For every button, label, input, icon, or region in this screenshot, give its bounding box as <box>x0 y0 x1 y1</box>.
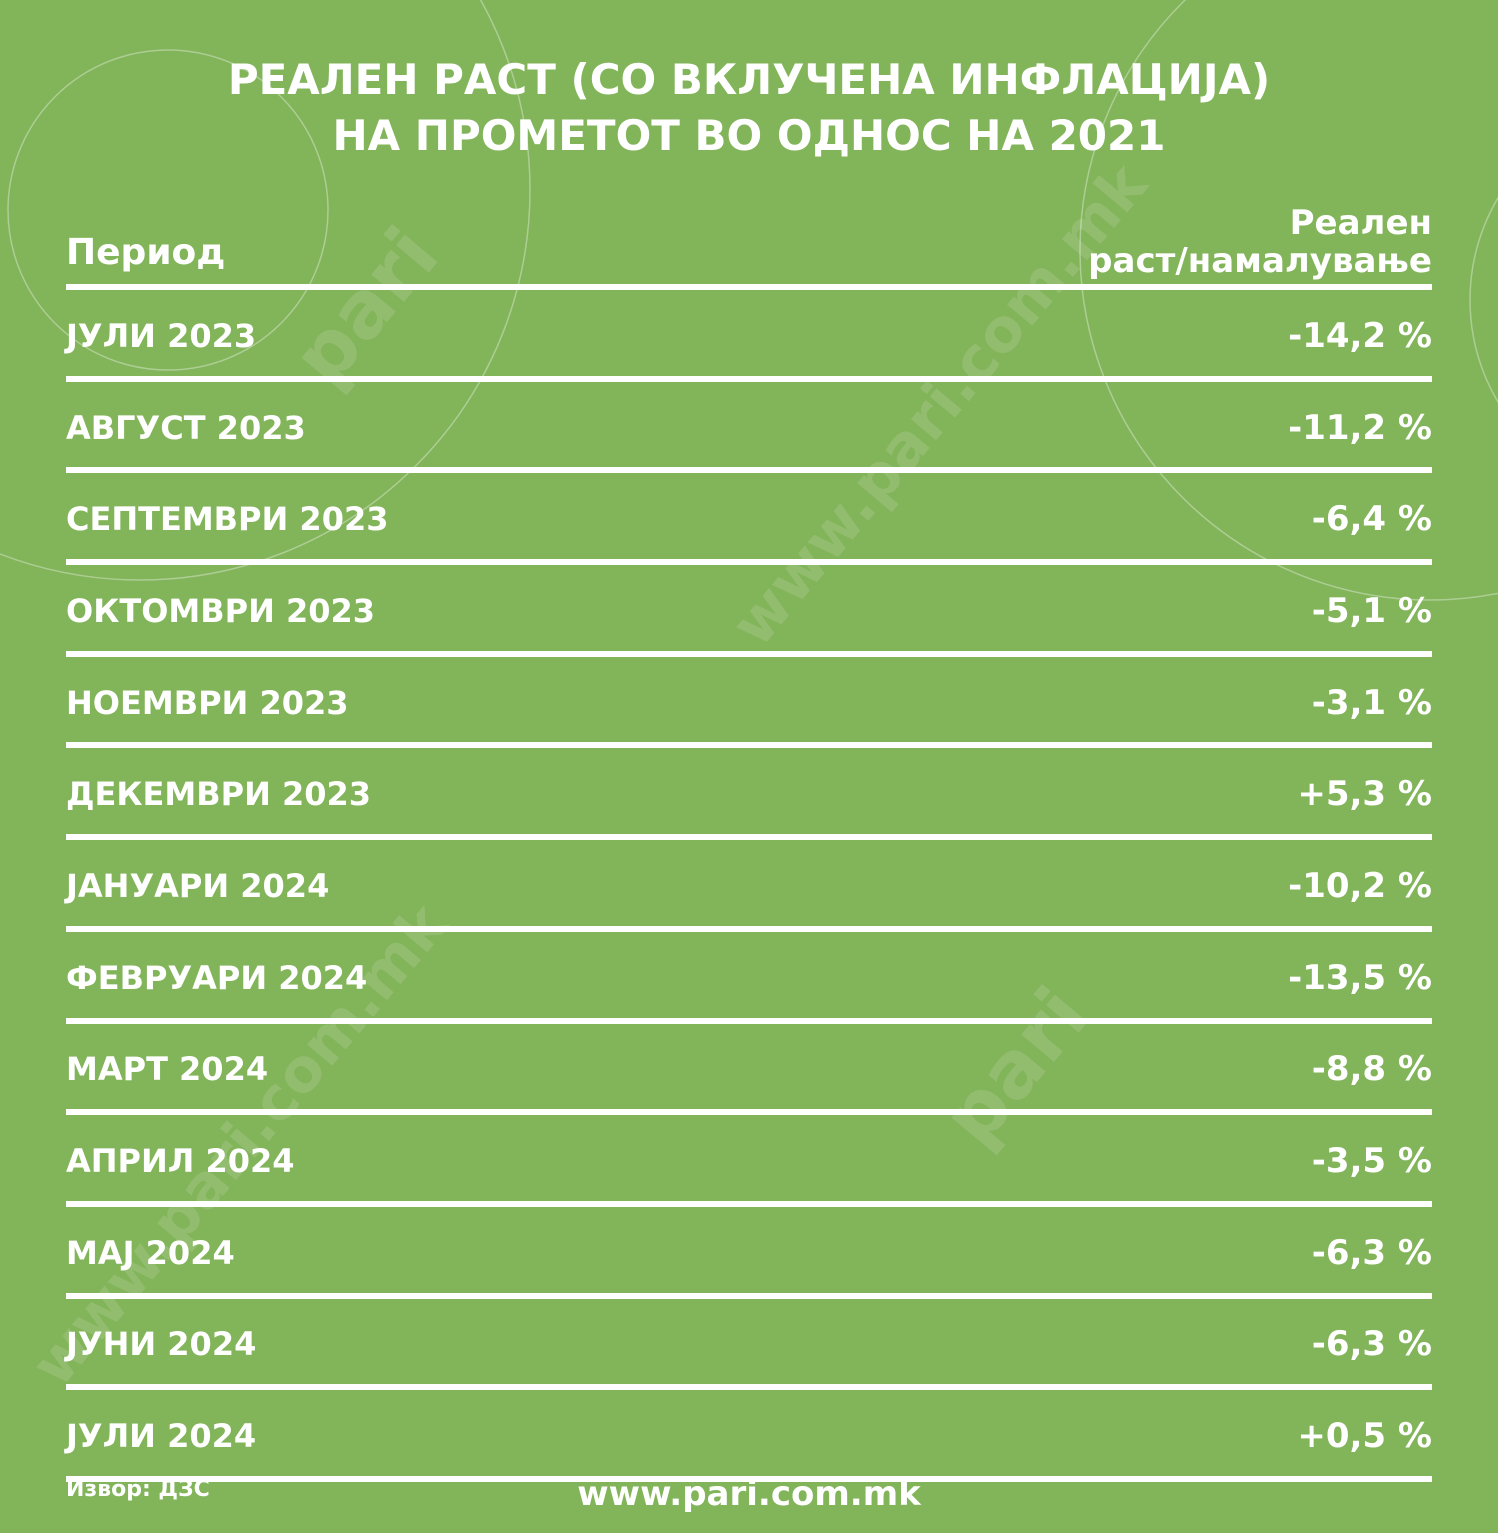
header-value-line-2: раст/намалување <box>1088 241 1432 281</box>
table-row: МАЈ 2024 -6,3 % <box>66 1207 1432 1299</box>
source-note: Извор: ДЗС <box>66 1477 210 1502</box>
row-value: -11,2 % <box>1288 407 1432 448</box>
header-value-line-1: Реален <box>1289 203 1432 243</box>
row-period: ЈУЛИ 2024 <box>66 1417 257 1456</box>
row-value: +5,3 % <box>1297 774 1432 815</box>
row-value: -5,1 % <box>1311 590 1432 631</box>
title-line-2: НА ПРОМЕТОТ ВО ОДНОС НА 2021 <box>332 111 1166 160</box>
table-row: ЈУЛИ 2023 -14,2 % <box>66 290 1432 382</box>
table-row: ОКТОМВРИ 2023 -5,1 % <box>66 565 1432 657</box>
decorative-circle <box>0 0 531 581</box>
data-table: ЈУЛИ 2023 -14,2 % АВГУСТ 2023 -11,2 % СЕПТЕМ… <box>66 290 1432 1482</box>
row-value: -10,2 % <box>1288 865 1432 906</box>
header-divider <box>66 284 1432 290</box>
row-period: НОЕМВРИ 2023 <box>66 683 349 722</box>
decorative-circle <box>7 49 329 371</box>
table-row: МАРТ 2024 -8,8 % <box>66 1024 1432 1116</box>
row-period: ЈУНИ 2024 <box>66 1325 257 1364</box>
row-value: +0,5 % <box>1297 1416 1432 1457</box>
row-period: ФЕВРУАРИ 2024 <box>66 958 368 997</box>
table-row: ЈУЛИ 2024 +0,5 % <box>66 1390 1432 1482</box>
website-link: www.pari.com.mk <box>577 1474 921 1514</box>
table-row: ФЕВРУАРИ 2024 -13,5 % <box>66 932 1432 1024</box>
decorative-circle <box>1469 196 1498 404</box>
decorative-circle <box>1079 0 1498 601</box>
row-value: -6,3 % <box>1311 1232 1432 1273</box>
row-period: АВГУСТ 2023 <box>66 408 306 447</box>
row-period: ЈУЛИ 2023 <box>66 316 257 355</box>
row-value: -14,2 % <box>1288 315 1432 356</box>
table-row: ЈУНИ 2024 -6,3 % <box>66 1299 1432 1391</box>
table-row: ДЕКЕМВРИ 2023 +5,3 % <box>66 748 1432 840</box>
table-row: АВГУСТ 2023 -11,2 % <box>66 382 1432 474</box>
row-period: СЕПТЕМВРИ 2023 <box>66 500 389 539</box>
table-row: СЕПТЕМВРИ 2023 -6,4 % <box>66 473 1432 565</box>
row-period: МАЈ 2024 <box>66 1233 235 1272</box>
row-period: МАРТ 2024 <box>66 1050 269 1089</box>
row-value: -13,5 % <box>1288 957 1432 998</box>
table-row: АПРИЛ 2024 -3,5 % <box>66 1115 1432 1207</box>
column-header-period: Период <box>66 232 226 273</box>
row-period: ОКТОМВРИ 2023 <box>66 591 376 630</box>
table-row: ЈАНУАРИ 2024 -10,2 % <box>66 840 1432 932</box>
page-title: РЕАЛЕН РАСТ (СО ВКЛУЧЕНА ИНФЛАЦИЈА) НА П… <box>0 52 1498 164</box>
row-period: ЈАНУАРИ 2024 <box>66 866 330 905</box>
column-header-value: Реален раст/намалување <box>1088 204 1432 280</box>
title-line-1: РЕАЛЕН РАСТ (СО ВКЛУЧЕНА ИНФЛАЦИЈА) <box>227 55 1271 104</box>
row-value: -8,8 % <box>1311 1049 1432 1090</box>
row-value: -3,1 % <box>1311 682 1432 723</box>
row-period: ДЕКЕМВРИ 2023 <box>66 775 372 814</box>
row-value: -3,5 % <box>1311 1141 1432 1182</box>
row-value: -6,4 % <box>1311 499 1432 540</box>
row-period: АПРИЛ 2024 <box>66 1142 295 1181</box>
row-value: -6,3 % <box>1311 1324 1432 1365</box>
table-row: НОЕМВРИ 2023 -3,1 % <box>66 657 1432 749</box>
